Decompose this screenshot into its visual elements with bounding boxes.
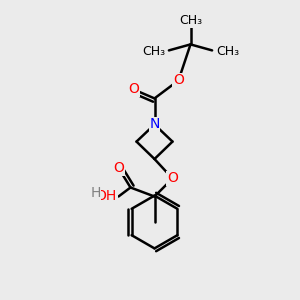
Text: O: O	[128, 82, 139, 96]
Text: O: O	[113, 161, 124, 175]
Text: N: N	[149, 118, 160, 131]
Text: H: H	[90, 186, 101, 200]
Text: O: O	[173, 74, 184, 87]
Text: O: O	[167, 172, 178, 185]
Text: OH: OH	[96, 190, 117, 203]
Text: CH₃: CH₃	[142, 45, 165, 58]
Text: CH₃: CH₃	[216, 45, 239, 58]
Text: CH₃: CH₃	[179, 14, 202, 28]
